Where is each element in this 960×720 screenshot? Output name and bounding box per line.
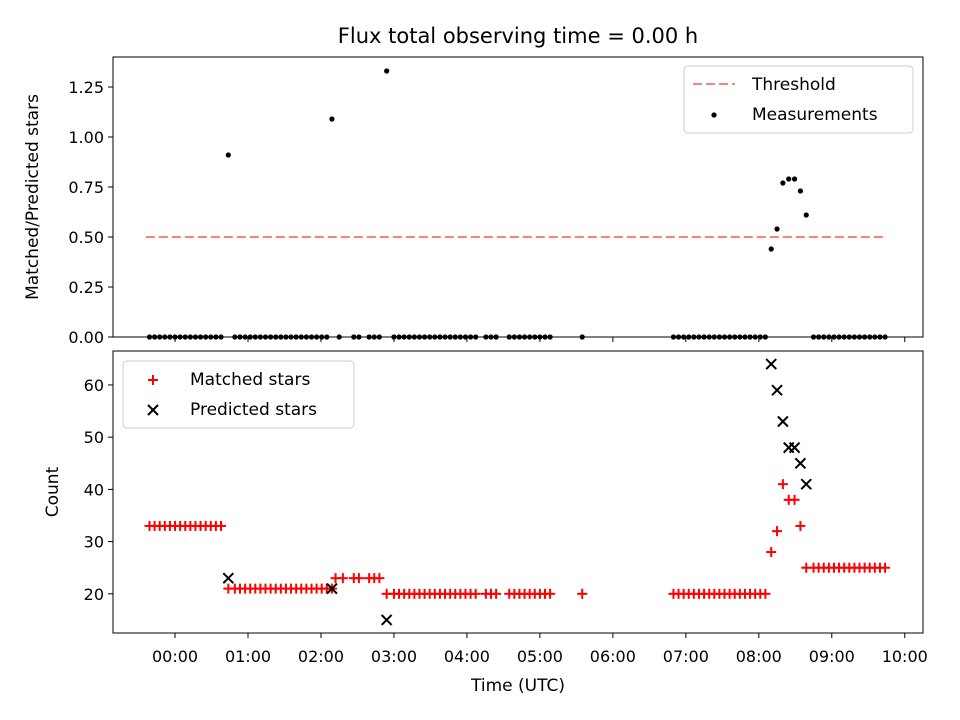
bottom-y-tick-label: 30 [84, 533, 104, 552]
matched-star-point [880, 562, 891, 573]
predicted-star-point [765, 358, 777, 370]
legend-measurements-swatch [711, 112, 717, 118]
matched-star-point [577, 588, 588, 599]
predicted-star-point [222, 572, 235, 584]
measurement-point [797, 188, 804, 194]
matched-star-point [777, 479, 788, 490]
predicted-star-point [777, 415, 789, 428]
matched-star-point [789, 494, 800, 505]
bottom-y-ticks: 20 30 40 50 60 [84, 376, 113, 604]
bottom-legend: Matched stars Predicted stars [122, 360, 355, 429]
matched-star-point [545, 588, 556, 599]
matched-star-point [766, 547, 777, 558]
matched-star-point [470, 588, 481, 599]
predicted-star-point [794, 457, 807, 469]
measurement-point [803, 212, 809, 218]
measurement-point [780, 180, 786, 186]
bottom-x-tick-label: 06:00 [590, 647, 636, 666]
matched-star-point [772, 526, 783, 537]
matched-star-point [760, 588, 771, 599]
top-y-tick-label: 0.50 [68, 228, 104, 247]
legend-predicted-swatch [147, 404, 159, 416]
matched-star-point [491, 588, 502, 599]
measurement-point [329, 116, 335, 122]
top-y-axis-label: Matched/Predicted stars [23, 94, 43, 300]
matched-star-point [795, 520, 806, 531]
bottom-x-tick-label: 00:00 [152, 647, 198, 666]
bottom-x-tick-label: 05:00 [517, 647, 563, 666]
bottom-plot-frame [112, 350, 924, 634]
top-y-tick-label: 0.75 [68, 178, 104, 197]
measurement-point [786, 176, 792, 182]
predicted-star-point [800, 478, 812, 490]
bottom-x-tick-label: 07:00 [663, 647, 709, 666]
measurement-point [791, 176, 798, 182]
predicted-star-point [771, 384, 783, 396]
predicted-star-point [326, 582, 338, 595]
measurement-point [225, 152, 231, 158]
measurement-point [384, 68, 390, 74]
predicted-star-points [222, 358, 812, 626]
top-legend-box [683, 65, 914, 134]
legend-predicted-label: Predicted stars [190, 400, 317, 420]
matched-star-point [353, 573, 364, 584]
bottom-legend-box [122, 360, 355, 429]
top-y-tick-label: 0.00 [68, 328, 104, 347]
measurement-point [768, 246, 774, 252]
top-y-tick-label: 1.25 [68, 78, 104, 97]
bottom-y-tick-label: 60 [84, 376, 104, 395]
legend-measurements-label: Measurements [752, 105, 878, 125]
bottom-x-tick-label: 04:00 [444, 647, 490, 666]
matched-star-points [144, 479, 891, 599]
bottom-y-tick-label: 50 [84, 428, 104, 447]
top-y-tick-label: 0.25 [68, 278, 104, 297]
predicted-star-point [380, 614, 393, 626]
bottom-y-tick-label: 40 [84, 480, 104, 499]
bottom-x-tick-label: 01:00 [225, 647, 271, 666]
bottom-x-tick-label: 10:00 [882, 647, 928, 666]
bottom-y-tick-label: 20 [84, 585, 104, 604]
matched-star-point [216, 520, 226, 531]
top-y-ticks: 0.00 0.25 0.50 0.75 1.00 1.25 [68, 78, 113, 347]
legend-threshold-label: Threshold [751, 75, 836, 95]
matched-star-point [337, 573, 348, 584]
bottom-x-tick-label: 03:00 [371, 647, 417, 666]
top-y-tick-label: 1.00 [68, 128, 104, 147]
bottom-x-ticks: 00:00 01:00 02:00 03:00 04:00 05:00 06:00 07:00… [152, 633, 928, 666]
matched-star-point [374, 573, 385, 584]
legend-matched-swatch [148, 375, 158, 385]
bottom-x-tick-label: 08:00 [736, 647, 782, 666]
measurement-point [774, 226, 780, 232]
chart-title: Flux total observing time = 0.00 h [338, 24, 698, 48]
legend-matched-label: Matched stars [190, 370, 310, 390]
top-plot-frame [112, 56, 924, 338]
predicted-star-point [788, 441, 801, 454]
bottom-x-tick-label: 02:00 [298, 647, 344, 666]
bottom-x-tick-label: 09:00 [809, 647, 855, 666]
x-axis-label: Time (UTC) [470, 676, 565, 696]
bottom-y-axis-label: Count [43, 466, 63, 517]
top-legend: Threshold Measurements [683, 65, 914, 134]
